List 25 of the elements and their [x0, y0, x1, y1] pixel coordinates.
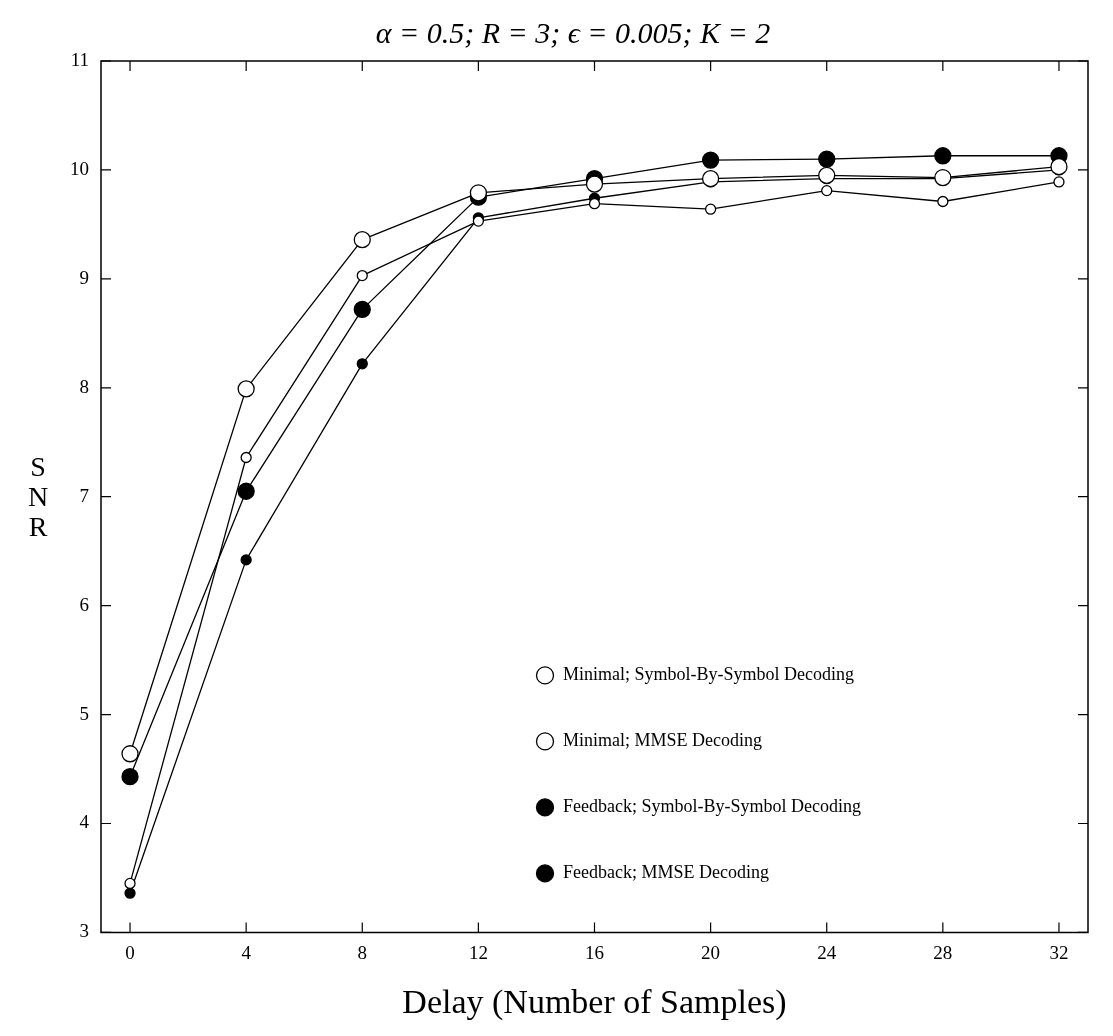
y-tick-label: 3: [79, 920, 89, 942]
y-tick-label: 9: [79, 266, 89, 288]
x-tick-label: 0: [125, 941, 135, 963]
legend-label: Feedback; MMSE Decoding: [563, 862, 769, 883]
x-tick-label: 24: [817, 941, 837, 963]
x-axis-title: Delay (Number of Samples): [402, 982, 787, 1021]
legend-label: Minimal; Symbol-By-Symbol Decoding: [563, 664, 854, 685]
chart-title: α = 0.5; R = 3; ϵ = 0.005; K = 2: [375, 15, 771, 49]
y-axis-title: SNR: [26, 450, 50, 542]
x-tick-label: 20: [701, 941, 721, 963]
y-tick-label: 8: [79, 375, 89, 397]
y-tick-label: 10: [70, 157, 89, 179]
y-tick-label: 6: [79, 593, 89, 615]
legend-label: Feedback; Symbol-By-Symbol Decoding: [563, 796, 861, 817]
y-tick-label: 5: [79, 702, 89, 724]
x-tick-label: 28: [933, 941, 953, 963]
y-tick-label: 11: [70, 48, 89, 70]
legend-label: Minimal; MMSE Decoding: [563, 730, 762, 751]
x-tick-label: 16: [585, 941, 604, 963]
x-tick-label: 4: [241, 941, 252, 963]
x-tick-label: 32: [1049, 941, 1069, 963]
y-tick-label: 7: [79, 484, 89, 506]
x-tick-label: 12: [468, 941, 488, 963]
x-tick-label: 8: [357, 941, 368, 963]
y-tick-label: 4: [79, 811, 90, 833]
